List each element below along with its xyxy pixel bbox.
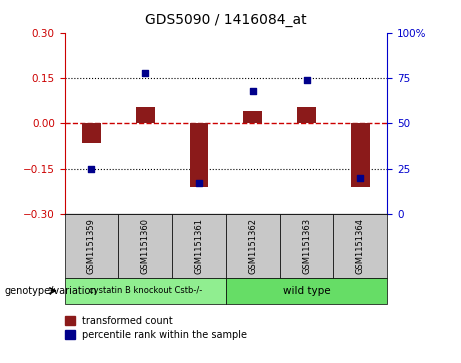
Text: GSM1151359: GSM1151359 [87, 218, 96, 274]
Text: cystatin B knockout Cstb-/-: cystatin B knockout Cstb-/- [89, 286, 202, 295]
Text: GSM1151360: GSM1151360 [141, 218, 150, 274]
Bar [189, 123, 208, 187]
Bar [82, 123, 101, 143]
Bar [136, 107, 154, 123]
Bar [297, 107, 316, 123]
Bar [243, 111, 262, 123]
Text: GSM1151363: GSM1151363 [302, 218, 311, 274]
Point [249, 88, 256, 94]
Text: GSM1151364: GSM1151364 [356, 218, 365, 274]
Point [357, 175, 364, 181]
Point [303, 77, 310, 83]
Legend: transformed count, percentile rank within the sample: transformed count, percentile rank withi… [65, 316, 247, 340]
Text: GSM1151362: GSM1151362 [248, 218, 257, 274]
Point [88, 166, 95, 172]
Point [195, 180, 203, 186]
Text: genotype/variation: genotype/variation [5, 286, 97, 296]
Text: GSM1151361: GSM1151361 [195, 218, 203, 274]
Point [142, 70, 149, 76]
Bar [351, 123, 370, 187]
Title: GDS5090 / 1416084_at: GDS5090 / 1416084_at [145, 13, 307, 28]
Text: wild type: wild type [283, 286, 331, 296]
